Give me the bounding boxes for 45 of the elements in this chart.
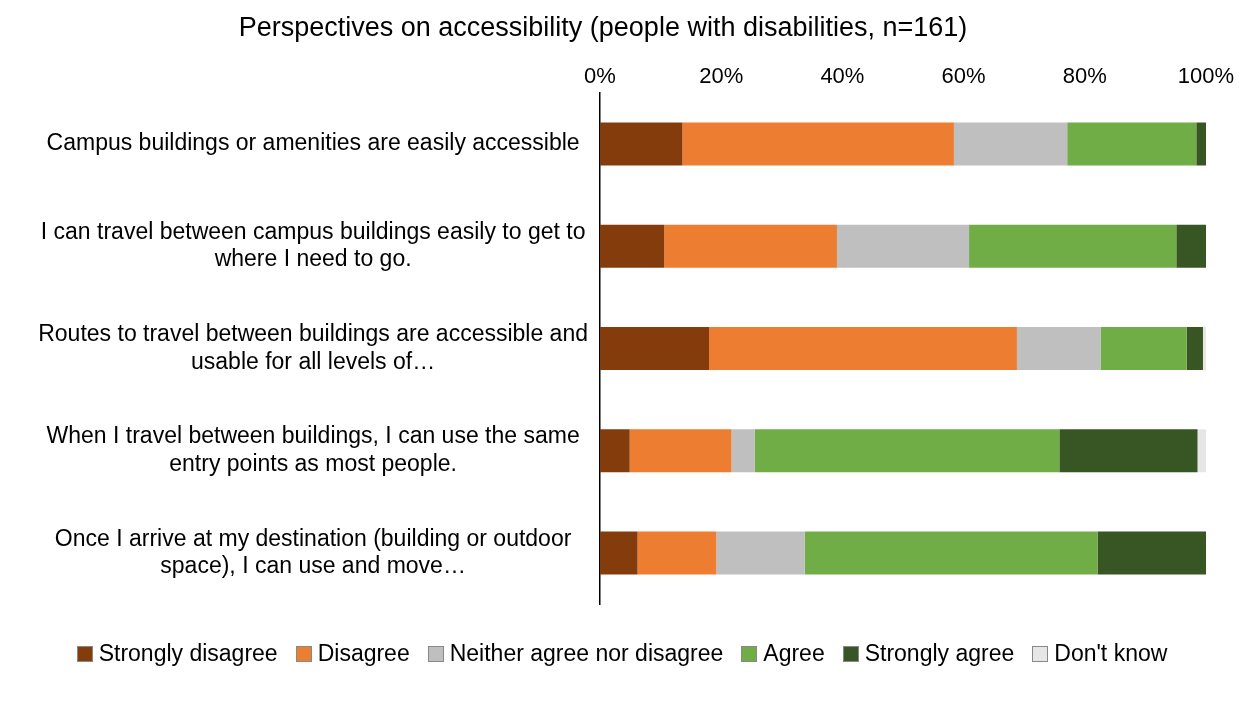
legend-label: Agree bbox=[763, 640, 825, 667]
bar bbox=[709, 327, 1017, 370]
bar bbox=[629, 429, 732, 473]
y-tick-label: I can travel between campus buildings easily to get to where I need to go. bbox=[40, 217, 586, 272]
x-tick-label: 100% bbox=[1177, 62, 1235, 88]
bar bbox=[716, 531, 805, 575]
bar bbox=[682, 122, 954, 166]
legend-label: Neither agree nor disagree bbox=[449, 640, 724, 667]
bar bbox=[600, 224, 665, 268]
bar bbox=[1100, 327, 1187, 370]
bar bbox=[1059, 429, 1198, 473]
bar bbox=[1097, 531, 1206, 575]
bar bbox=[1202, 327, 1206, 370]
legend-label: Strongly agree bbox=[864, 640, 1015, 667]
bar bbox=[637, 531, 717, 575]
bar bbox=[1196, 122, 1206, 166]
y-tick-label: When I travel between buildings, I can use the same entry points as most people. bbox=[46, 422, 580, 476]
y-tick-label: Routes to travel between buildings are accessible and usable for all levels of… bbox=[38, 320, 588, 374]
bar bbox=[969, 224, 1177, 268]
x-tick-label: 20% bbox=[699, 62, 744, 88]
legend-label: Don't know bbox=[1054, 640, 1168, 667]
legend-label: Disagree bbox=[317, 640, 410, 667]
bar bbox=[1016, 327, 1101, 370]
bar bbox=[600, 531, 638, 575]
y-tick-label: Once I arrive at my destination (building or outdoor space), I can use and move… bbox=[54, 524, 572, 579]
bar bbox=[836, 224, 970, 268]
x-tick-label: 0% bbox=[584, 62, 616, 88]
bar bbox=[600, 122, 683, 166]
bar bbox=[754, 429, 1060, 473]
bar bbox=[600, 429, 630, 473]
bar bbox=[731, 429, 755, 473]
bar bbox=[804, 531, 1098, 575]
bar bbox=[1067, 122, 1197, 166]
bar bbox=[600, 327, 710, 370]
bar bbox=[1186, 327, 1203, 370]
legend-label: Strongly disagree bbox=[98, 640, 278, 667]
y-tick-label: Campus buildings or amenities are easily accessible bbox=[46, 129, 580, 156]
x-tick-label: 40% bbox=[820, 62, 865, 88]
x-tick-label: 80% bbox=[1062, 62, 1107, 88]
bar bbox=[1176, 224, 1206, 268]
bar bbox=[664, 224, 837, 268]
chart-title: Perspectives on accessibility (people with disabilities, n=161) bbox=[238, 11, 968, 42]
bar bbox=[1197, 429, 1206, 473]
x-tick-label: 60% bbox=[941, 62, 986, 88]
bar bbox=[953, 122, 1068, 166]
